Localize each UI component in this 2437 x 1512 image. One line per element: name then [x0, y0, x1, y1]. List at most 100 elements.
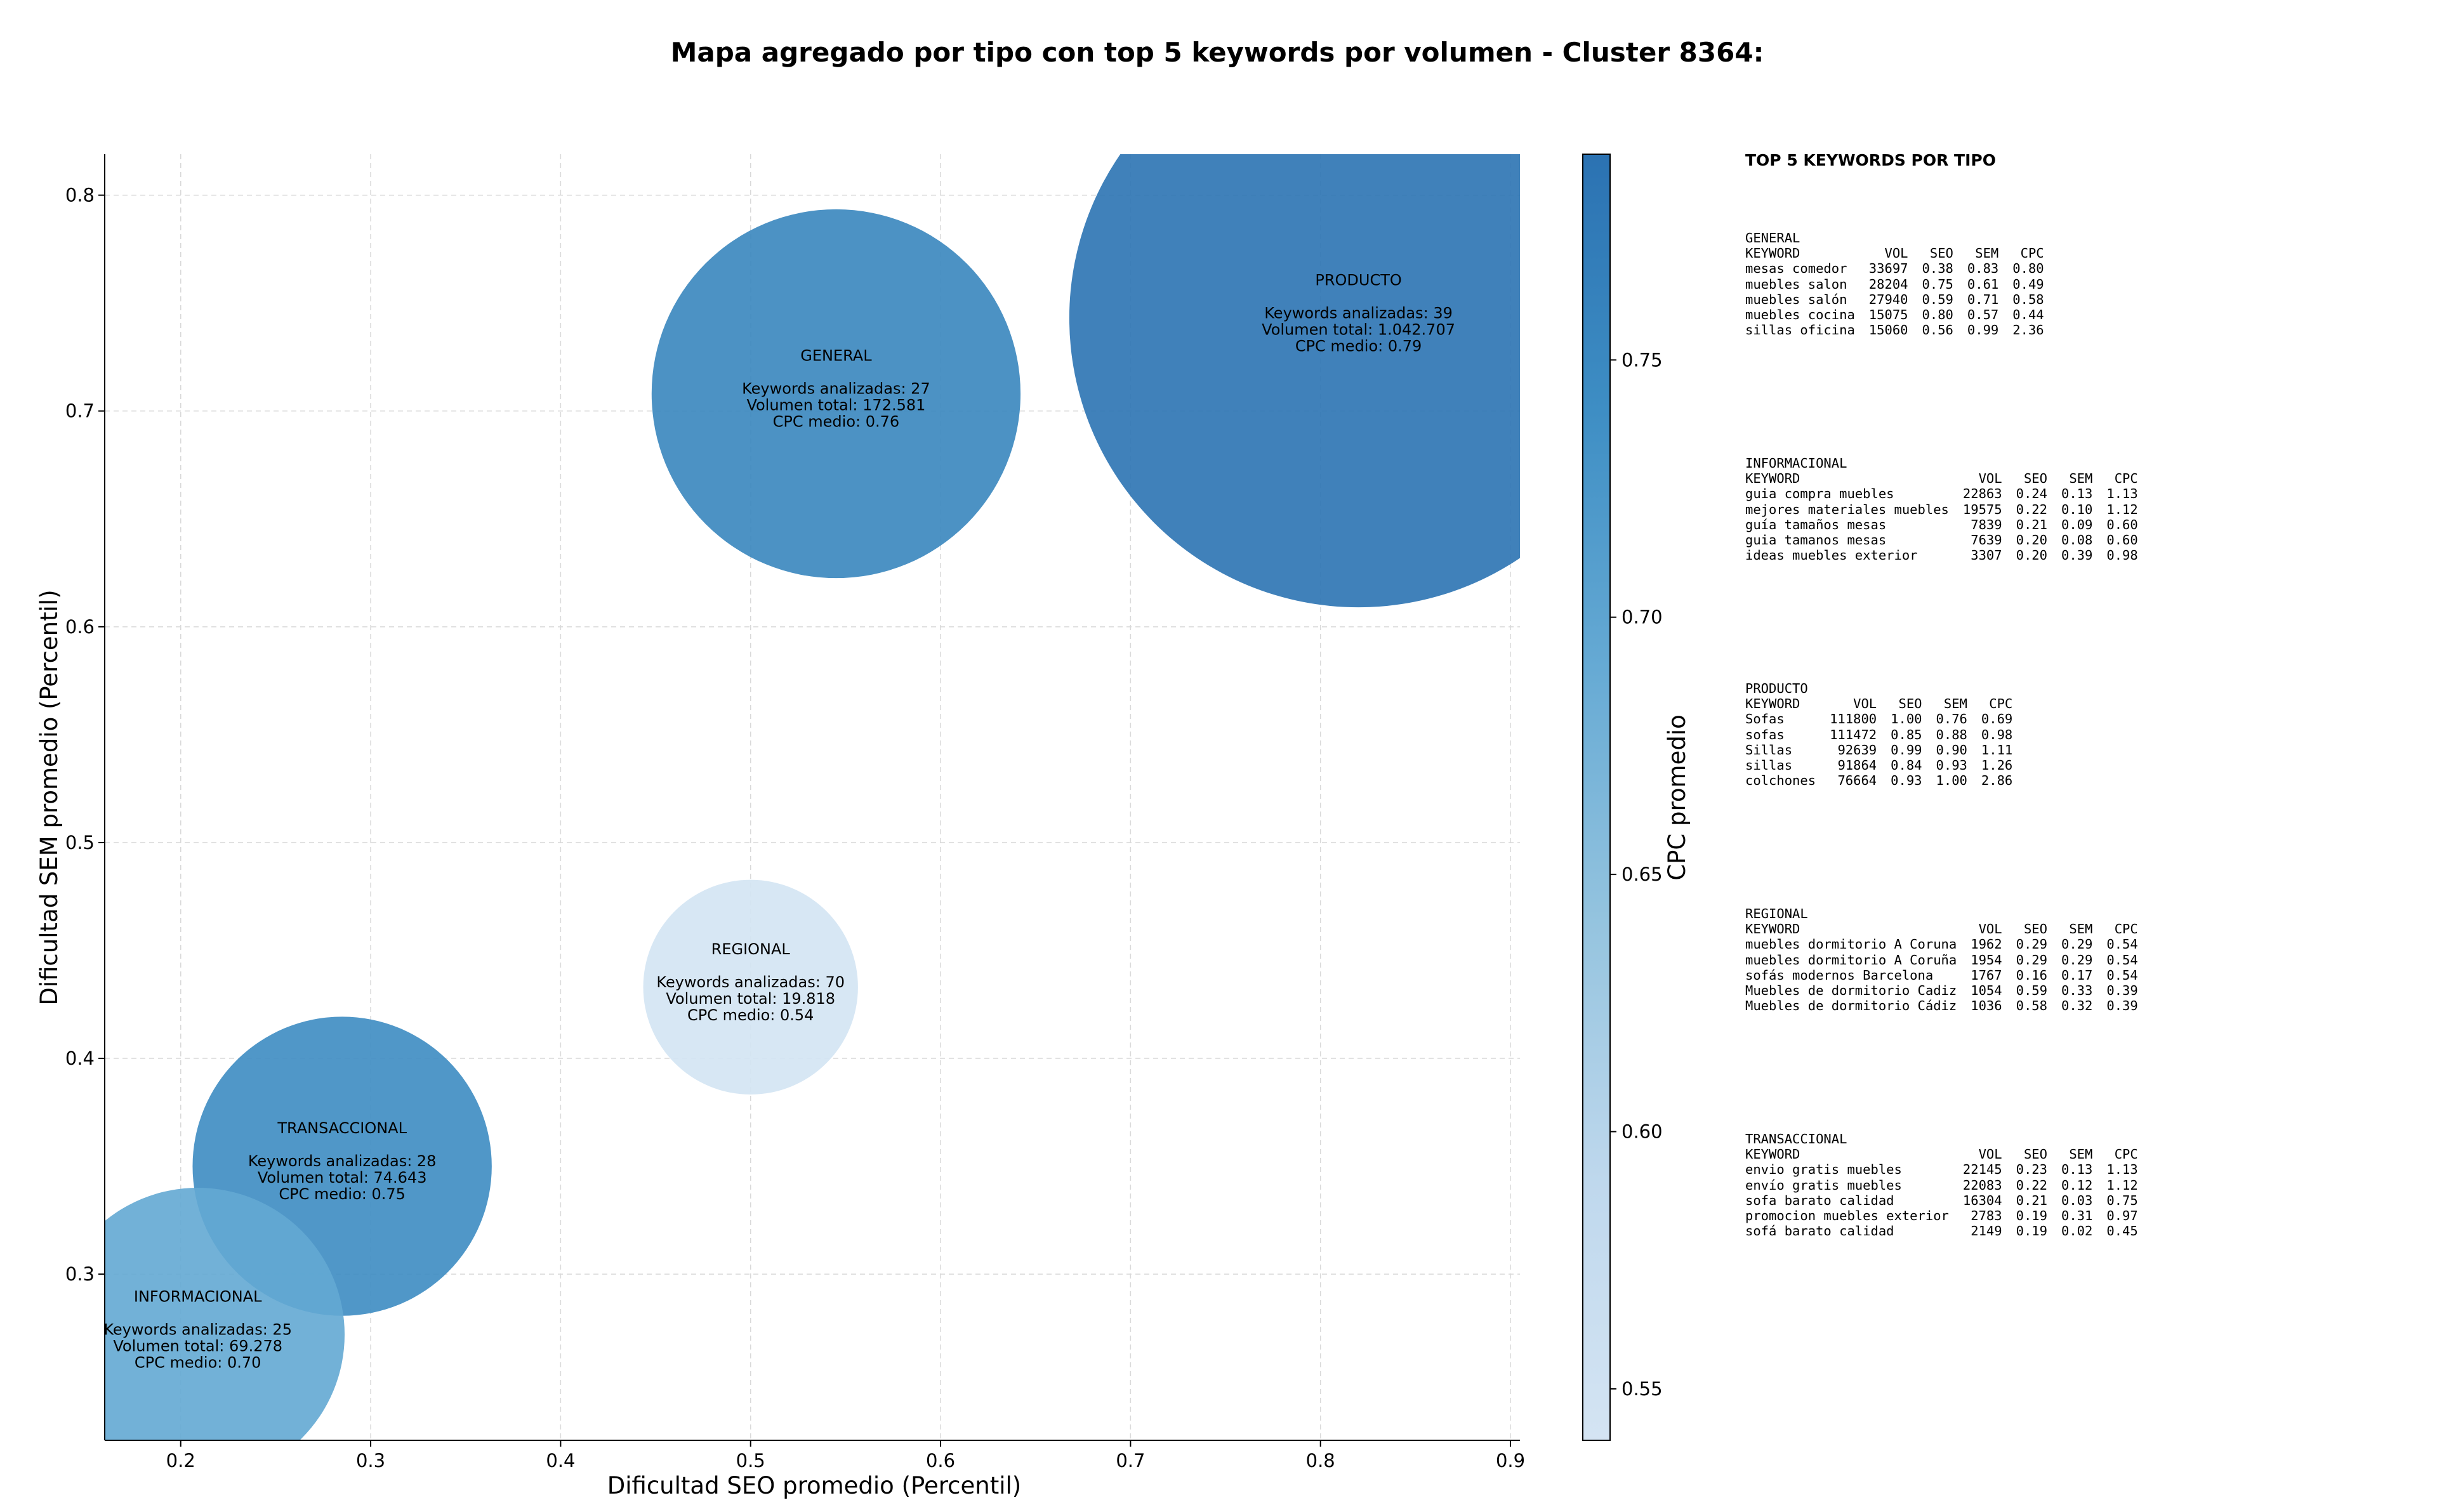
- keyword-row-general-0-cell-2: 0.38: [1922, 261, 1953, 277]
- keyword-header-informacional-cell-1: VOL: [1978, 471, 2002, 487]
- keyword-row-informacional-4-cell-2: 0.20: [2016, 548, 2047, 563]
- keyword-row-transaccional-3: promocion muebles exterior 2783 0.19 0.31 0.…: [1745, 1208, 2138, 1223]
- keyword-row-general-2-cell-1: 27940: [1868, 291, 1908, 307]
- x-tick-label-1: 0.3: [356, 1450, 385, 1471]
- keyword-row-producto-0-cell-3: 0.76: [1936, 711, 1967, 727]
- keyword-row-general-3-cell-0: muebles cocina: [1745, 307, 1855, 323]
- keyword-row-general-2-cell-0: muebles salón: [1745, 291, 1847, 307]
- keyword-row-informacional-3-cell-3: 0.08: [2061, 532, 2093, 548]
- keyword-row-regional-3-cell-4: 0.39: [2106, 983, 2138, 999]
- keyword-row-producto-1-cell-1: 111472: [1830, 726, 1877, 742]
- keyword-row-regional-2: sofás modernos Barcelona 1767 0.16 0.17 0.54: [1745, 968, 2138, 983]
- keyword-row-regional-4-cell-3: 0.32: [2061, 998, 2093, 1014]
- x-tick-label-7: 0.9: [1496, 1450, 1525, 1471]
- keyword-row-general-3: muebles cocina 15075 0.80 0.57 0.44: [1745, 307, 2044, 322]
- bubble-label-regional-3: Volumen total: 19.818: [666, 990, 835, 1008]
- y-tick-label-4: 0.7: [65, 400, 95, 422]
- keyword-row-general-1-cell-1: 28204: [1868, 276, 1908, 292]
- keyword-row-transaccional-4-cell-4: 0.45: [2106, 1223, 2138, 1239]
- keyword-row-producto-3-cell-4: 1.26: [1981, 758, 2013, 773]
- keyword-row-informacional-2: guía tamaños mesas 7839 0.21 0.09 0.60: [1745, 517, 2138, 532]
- keyword-row-transaccional-2-cell-3: 0.03: [2061, 1192, 2093, 1208]
- keyword-row-producto-2-cell-1: 92639: [1837, 742, 1877, 758]
- keyword-row-general-4-cell-2: 0.56: [1922, 322, 1953, 338]
- keyword-row-transaccional-0-cell-0: envio gratis muebles: [1745, 1162, 1902, 1178]
- keyword-group-name-informacional: INFORMACIONAL: [1745, 456, 2138, 471]
- keyword-row-producto-1: sofas 111472 0.85 0.88 0.98: [1745, 727, 2012, 742]
- keyword-header-producto: KEYWORD VOL SEO SEM CPC: [1745, 696, 2012, 711]
- keyword-row-transaccional-0-cell-4: 1.13: [2106, 1162, 2138, 1178]
- keyword-row-general-0-cell-3: 0.83: [1967, 261, 1999, 277]
- axes: 0.2 0.3 0.4 0.5 0.6 0.7 0.8 0.9 0.3 0.4 0.5 0.6 0.7 0…: [65, 154, 1525, 1471]
- keyword-header-informacional: KEYWORD VOL SEO SEM CPC: [1745, 471, 2138, 486]
- keyword-row-regional-3-cell-0: Muebles de dormitorio Cadiz: [1745, 983, 1957, 999]
- keyword-row-regional-4-cell-0: Muebles de dormitorio Cádiz: [1745, 998, 1957, 1014]
- keyword-row-transaccional-1: envío gratis muebles 22083 0.22 0.12 1.12: [1745, 1178, 2138, 1193]
- bubble-label-regional-0: REGIONAL: [711, 940, 791, 958]
- colorbar-tick-label-0: 0.55: [1621, 1378, 1663, 1400]
- keyword-row-regional-0: muebles dormitorio A Coruna 1962 0.29 0.29 0…: [1745, 937, 2138, 952]
- keyword-row-producto-4-cell-0: colchones: [1745, 773, 1816, 789]
- keyword-header-producto-cell-0: KEYWORD: [1745, 696, 1800, 712]
- keyword-group-name-transaccional: TRANSACCIONAL: [1745, 1131, 2138, 1147]
- keyword-row-transaccional-1-cell-1: 22083: [1962, 1177, 2002, 1193]
- keyword-row-general-3-cell-3: 0.57: [1967, 307, 1999, 323]
- keyword-row-informacional-1-cell-1: 19575: [1962, 501, 2002, 517]
- keyword-row-informacional-2-cell-1: 7839: [1971, 516, 2002, 532]
- keyword-row-transaccional-1-cell-4: 1.12: [2106, 1177, 2138, 1193]
- keyword-row-general-4-cell-3: 0.99: [1967, 322, 1999, 338]
- colorbar-tick-label-4: 0.75: [1621, 349, 1663, 371]
- keyword-row-producto-2: Sillas 92639 0.99 0.90 1.11: [1745, 742, 2012, 758]
- bubble-label-transaccional-3: Volumen total: 74.643: [258, 1169, 427, 1187]
- keyword-table-producto: PRODUCTO KEYWORD VOL SEO SEM CPC Sofas 111800 1.…: [1745, 681, 2012, 788]
- keyword-header-general-cell-0: KEYWORD: [1745, 246, 1800, 261]
- keyword-row-transaccional-0: envio gratis muebles 22145 0.23 0.13 1.13: [1745, 1162, 2138, 1177]
- keyword-row-regional-2-cell-0: sofás modernos Barcelona: [1745, 967, 1934, 983]
- keyword-row-general-2-cell-3: 0.71: [1967, 291, 1999, 307]
- bubble-producto: [1069, 154, 1520, 608]
- keyword-row-informacional-0-cell-4: 1.13: [2106, 486, 2138, 502]
- keyword-row-regional-1-cell-2: 0.29: [2016, 952, 2047, 968]
- bubble-label-general-4: CPC medio: 0.76: [773, 413, 900, 431]
- keyword-header-regional-cell-2: SEO: [2023, 921, 2047, 937]
- keyword-row-regional-0-cell-3: 0.29: [2061, 937, 2093, 952]
- keyword-row-producto-2-cell-3: 0.90: [1936, 742, 1967, 758]
- keyword-row-informacional-2-cell-0: guía tamaños mesas: [1745, 516, 1887, 532]
- keyword-row-informacional-3-cell-4: 0.60: [2106, 532, 2138, 548]
- keyword-header-general-cell-1: VOL: [1884, 246, 1908, 261]
- keyword-row-general-4-cell-0: sillas oficina: [1745, 322, 1855, 338]
- keyword-row-regional-1-cell-3: 0.29: [2061, 952, 2093, 968]
- keyword-row-informacional-2-cell-4: 0.60: [2106, 516, 2138, 532]
- keyword-row-regional-4: Muebles de dormitorio Cádiz 1036 0.58 0.32 0…: [1745, 998, 2138, 1013]
- keyword-row-transaccional-2-cell-2: 0.21: [2016, 1192, 2047, 1208]
- keyword-row-transaccional-3-cell-3: 0.31: [2061, 1208, 2093, 1224]
- keyword-row-general-1: muebles salon 28204 0.75 0.61 0.49: [1745, 277, 2044, 292]
- keyword-header-regional-cell-3: SEM: [2069, 921, 2093, 937]
- keyword-row-regional-1: muebles dormitorio A Coruña 1954 0.29 0.29 0…: [1745, 952, 2138, 968]
- y-tick-label-3: 0.6: [65, 616, 95, 638]
- keyword-row-general-3-cell-4: 0.44: [2012, 307, 2044, 323]
- bubble-label-general-3: Volumen total: 172.581: [746, 397, 925, 414]
- keyword-row-producto-3-cell-0: sillas: [1745, 758, 1793, 773]
- keyword-group-name-producto-cell-0: PRODUCTO: [1745, 681, 1808, 696]
- y-tick-label-5: 0.8: [65, 185, 95, 206]
- keyword-row-general-2: muebles salón 27940 0.59 0.71 0.58: [1745, 292, 2044, 307]
- keyword-header-informacional-cell-3: SEM: [2069, 471, 2093, 487]
- keyword-row-informacional-3-cell-2: 0.20: [2016, 532, 2047, 548]
- keyword-row-informacional-0-cell-1: 22863: [1962, 486, 2002, 502]
- keyword-row-transaccional-4: sofá barato calidad 2149 0.19 0.02 0.45: [1745, 1223, 2138, 1239]
- keyword-row-informacional-4-cell-0: ideas muebles exterior: [1745, 548, 1918, 563]
- keyword-row-regional-1-cell-4: 0.54: [2106, 952, 2138, 968]
- keyword-row-informacional-3: guia tamanos mesas 7639 0.20 0.08 0.60: [1745, 532, 2138, 548]
- y-tick-label-0: 0.3: [65, 1263, 95, 1285]
- keyword-header-transaccional-cell-0: KEYWORD: [1745, 1147, 1800, 1162]
- keyword-row-transaccional-3-cell-1: 2783: [1971, 1208, 2002, 1224]
- keyword-row-producto-3-cell-2: 0.84: [1891, 758, 1922, 773]
- keyword-header-producto-cell-1: VOL: [1853, 696, 1877, 712]
- keyword-row-regional-3: Muebles de dormitorio Cadiz 1054 0.59 0.33 0…: [1745, 983, 2138, 998]
- keyword-row-producto-4: colchones 76664 0.93 1.00 2.86: [1745, 773, 2012, 788]
- bubble-label-informacional-4: CPC medio: 0.70: [135, 1353, 261, 1371]
- keyword-row-transaccional-2-cell-0: sofa barato calidad: [1745, 1192, 1894, 1208]
